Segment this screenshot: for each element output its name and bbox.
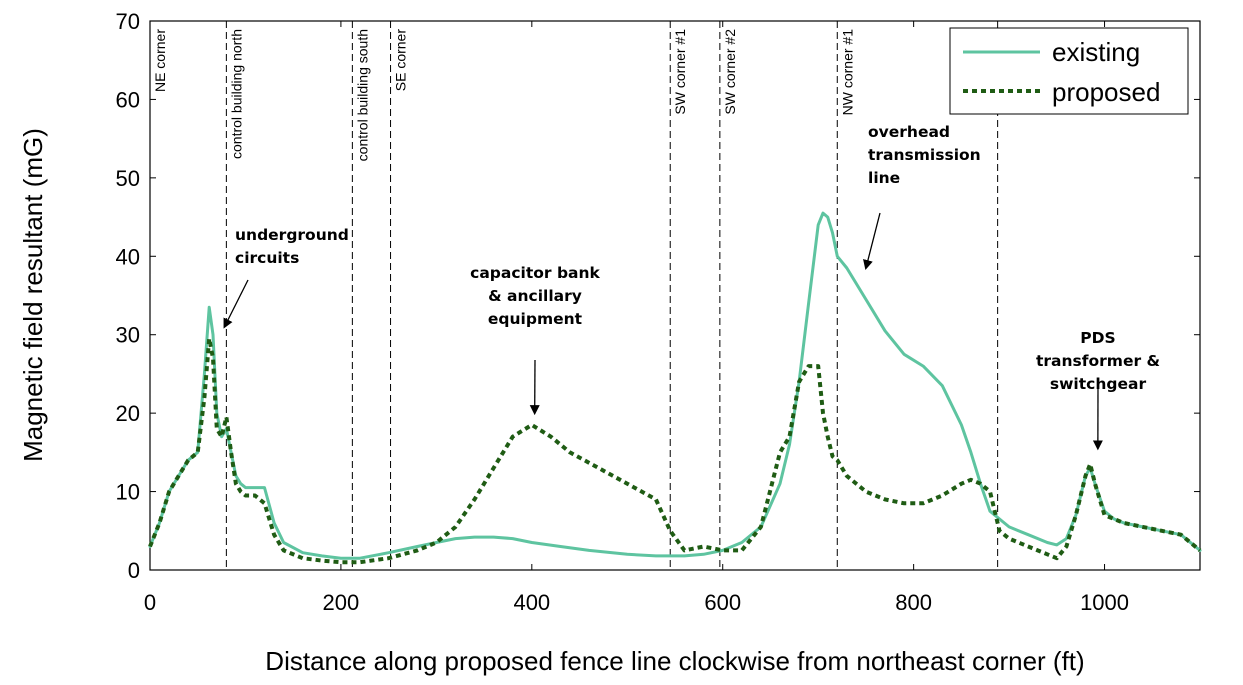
annotation-text: underground	[235, 226, 349, 244]
x-tick-label: 1000	[1080, 590, 1129, 615]
x-tick-label: 600	[704, 590, 741, 615]
annotation-text: circuits	[235, 249, 299, 267]
annotation-text: & ancillary	[488, 287, 582, 305]
y-tick-label: 20	[116, 401, 140, 426]
marker-label: control building south	[354, 29, 370, 161]
y-tick-label: 50	[116, 166, 140, 191]
annotation-text: equipment	[488, 310, 583, 328]
y-tick-label: 10	[116, 480, 140, 505]
annotation-text: capacitor bank	[470, 264, 600, 282]
y-axis-ticks: 0 10 20 30 40 50 60 70	[116, 9, 1200, 583]
series-lines	[148, 211, 1202, 565]
vertical-markers: NE corner control building north control b…	[152, 21, 1016, 570]
marker-label: control building north	[228, 29, 244, 159]
y-tick-label: 30	[116, 323, 140, 348]
y-axis-label: Magnetic field resultant (mG)	[18, 128, 48, 462]
annotation-arrow	[223, 279, 249, 329]
x-tick-label: 200	[323, 590, 360, 615]
x-tick-label: 800	[895, 590, 932, 615]
marker-label: SW corner #2	[722, 29, 738, 115]
annotation-text: overhead	[868, 123, 950, 141]
annotation-text: PDS	[1080, 329, 1115, 347]
annotation-text: switchgear	[1050, 375, 1147, 393]
legend-label-existing: existing	[1052, 37, 1140, 67]
x-tick-label: 0	[144, 590, 156, 615]
marker-label: NE corner	[152, 29, 168, 92]
series-line-existing	[148, 211, 1202, 560]
x-axis-ticks: 0 200 400 600 800 1000	[144, 21, 1129, 615]
y-tick-label: 0	[128, 558, 140, 583]
legend-label-proposed: proposed	[1052, 77, 1160, 107]
annotation-text: line	[868, 169, 900, 187]
legend-box	[949, 27, 1189, 115]
legend: existing proposed	[949, 27, 1189, 115]
annotation-text: transmission	[868, 146, 981, 164]
series-line-proposed	[148, 336, 1202, 565]
marker-label: SE corner	[393, 29, 409, 92]
marker-label: NW corner #1	[839, 29, 855, 116]
x-tick-label: 400	[513, 590, 550, 615]
y-tick-label: 40	[116, 244, 140, 269]
annotation-arrow	[863, 212, 881, 270]
marker-label: SW corner #1	[672, 29, 688, 115]
annotations: underground circuits capacitor bank & ancil…	[223, 123, 1160, 451]
y-tick-label: 70	[116, 9, 140, 34]
y-tick-label: 60	[116, 87, 140, 112]
annotation-text: transformer &	[1036, 352, 1160, 370]
x-axis-label: Distance along proposed fence line clock…	[265, 646, 1084, 676]
plot-frame	[149, 20, 1201, 571]
